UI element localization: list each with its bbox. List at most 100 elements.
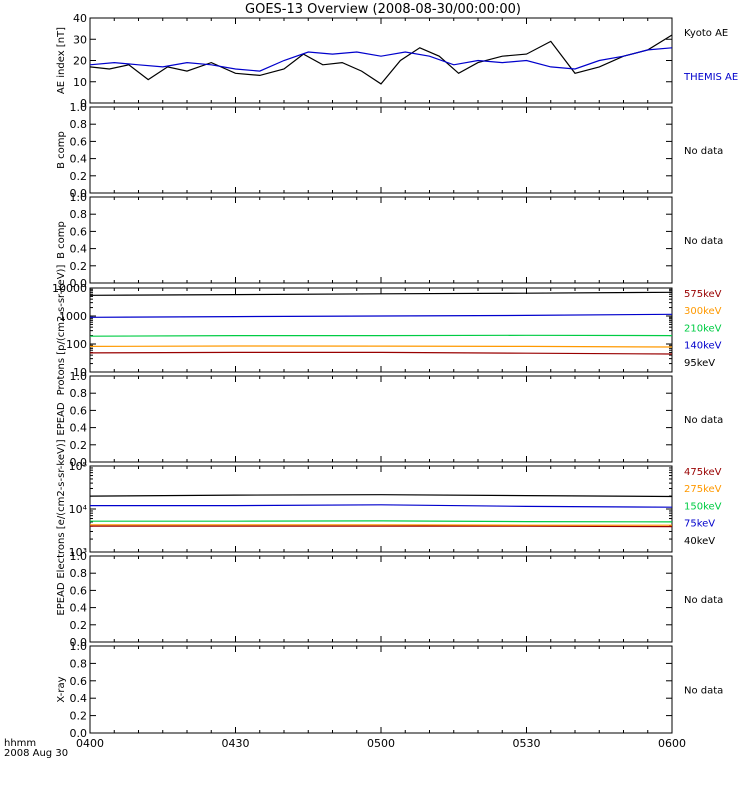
y-axis-label: B comp <box>56 131 67 169</box>
y-tick-label: 0.4 <box>70 692 88 705</box>
no-data-label: No data <box>684 595 723 606</box>
panel-frame <box>89 465 673 553</box>
y-tick-label: 0.8 <box>70 387 88 400</box>
panel-frame <box>89 645 673 734</box>
x-tick-label: 0430 <box>222 737 250 750</box>
y-axis-label: EPEAD <box>56 582 67 616</box>
no-data-label: No data <box>684 236 723 247</box>
time-unit-label: hhmm <box>4 738 37 749</box>
y-tick-label: 0.4 <box>70 602 88 615</box>
y-tick-label: 0.0 <box>70 727 88 740</box>
y-axis-label: Protons [p/(cm2-s-sr-keV)] <box>56 265 67 396</box>
y-tick-label: 1.0 <box>70 370 88 383</box>
legend-label: 210keV <box>684 323 722 334</box>
x-tick-label: 0530 <box>513 737 541 750</box>
y-tick-label: 0.0 <box>70 456 88 469</box>
series-line-300kev <box>89 345 673 348</box>
y-tick-label: 0.2 <box>70 439 88 452</box>
y-tick-label: 10 <box>73 76 87 89</box>
y-tick-label: 0.6 <box>70 225 88 238</box>
series-line-95kev <box>89 291 673 296</box>
y-tick-label: 1000 <box>59 310 87 323</box>
y-tick-label: 0.2 <box>70 170 88 183</box>
y-tick-label: 0.6 <box>70 584 88 597</box>
legend-label: Kyoto AE <box>684 28 728 39</box>
x-tick-label: 0500 <box>367 737 395 750</box>
y-tick-label: 0.6 <box>70 404 88 417</box>
y-tick-label: 20 <box>73 55 87 68</box>
y-tick-label: 0.2 <box>70 619 88 632</box>
series-line-75kev <box>90 504 673 508</box>
legend-label: 475keV <box>684 467 722 478</box>
legend-label: 95keV <box>684 358 715 369</box>
y-tick-label: 1.0 <box>70 640 88 653</box>
y-tick-label: 10 <box>73 366 87 379</box>
series-line-40kev <box>89 494 673 498</box>
series-line-themis-ae <box>89 47 673 72</box>
y-tick-label: 10⁴ <box>69 503 88 516</box>
x-tick-label: 0400 <box>76 737 104 750</box>
panel-7: 0.0 0.2 0.4 0.6 0.8 1.0 EPEAD No data <box>56 550 723 649</box>
y-tick-label: 1.0 <box>70 101 88 114</box>
panel-frame <box>89 106 673 194</box>
y-tick-label: 0.0 <box>70 636 88 649</box>
y-tick-label: 10³ <box>69 546 87 559</box>
panel-frame <box>89 196 673 284</box>
series-line-575kev <box>89 351 673 355</box>
legend-label: 40keV <box>684 536 715 547</box>
series-line-140kev <box>89 313 673 318</box>
y-axis-label: X-ray <box>56 676 67 702</box>
x-axis: 0400 0430 0500 0530 0600 <box>76 737 686 750</box>
y-tick-label: 10⁵ <box>69 460 87 473</box>
y-axis-label: EPEAD <box>56 402 67 436</box>
y-tick-label: 0.2 <box>70 710 88 723</box>
series-line-kyoto-ae <box>89 34 673 85</box>
y-tick-label: 0.8 <box>70 208 88 221</box>
series-line-475kev <box>90 525 673 528</box>
panel-5: 0.0 0.2 0.4 0.6 0.8 1.0 EPEAD No data <box>56 370 723 469</box>
y-tick-label: 100 <box>66 338 87 351</box>
x-tick-label: 0600 <box>658 737 686 750</box>
y-tick-label: 0.8 <box>70 567 88 580</box>
y-axis-label: AE index [nT] <box>56 27 67 94</box>
panel-frame <box>89 17 673 104</box>
series-line-150kev <box>90 520 673 523</box>
y-tick-label: 1.0 <box>70 550 88 563</box>
y-tick-label: 0.4 <box>70 422 88 435</box>
y-tick-label: 0.4 <box>70 243 88 256</box>
panel-frame <box>89 375 673 463</box>
panel-2: 0.0 0.2 0.4 0.6 0.8 1.0 B comp No data <box>56 101 723 200</box>
legend-label: 575keV <box>684 289 722 300</box>
panel-3: 0.0 0.2 0.4 0.6 0.8 1.0 B comp No data <box>56 191 723 290</box>
legend-label: 275keV <box>684 484 722 495</box>
legend-label: 140keV <box>684 341 722 352</box>
y-tick-label: 30 <box>73 33 87 46</box>
y-tick-label: 40 <box>73 12 87 25</box>
no-data-label: No data <box>684 686 723 697</box>
y-tick-label: 0.8 <box>70 657 88 670</box>
date-label: 2008 Aug 30 <box>4 748 69 759</box>
panel-frame <box>89 555 673 643</box>
y-tick-label: 1.0 <box>70 191 88 204</box>
y-axis-label: B comp <box>56 221 67 259</box>
y-tick-label: 0.0 <box>70 187 88 200</box>
y-tick-label: 0.6 <box>70 135 88 148</box>
no-data-label: No data <box>684 415 723 426</box>
y-tick-label: 0.0 <box>70 277 88 290</box>
y-tick-label: 0.8 <box>70 118 88 131</box>
legend-label: 300keV <box>684 306 722 317</box>
panel-8: 0.0 0.2 0.4 0.6 0.8 1.0 X-ray No data <box>56 640 723 740</box>
y-tick-label: 0.2 <box>70 260 88 273</box>
figure-title: GOES-13 Overview (2008-08-30/00:00:00) <box>245 2 521 17</box>
legend-label: THEMIS AE <box>683 72 738 83</box>
no-data-label: No data <box>684 146 723 157</box>
legend-label: 150keV <box>684 501 722 512</box>
y-axis-label: Electrons [e/(cm2-s-sr-keV)] <box>56 439 67 578</box>
panel-1: 0 10 20 30 40 AE index [nT] Kyoto AE THEMIS AE <box>56 12 738 110</box>
panel-frame <box>89 287 673 373</box>
series-line-210kev <box>89 334 673 337</box>
